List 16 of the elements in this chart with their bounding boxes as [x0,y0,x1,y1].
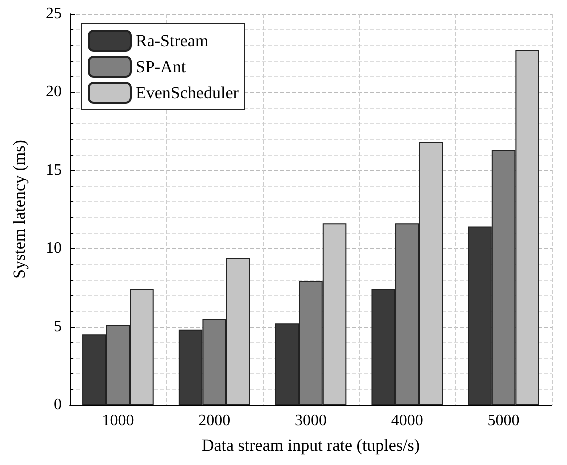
y-tick-label: 10 [46,240,62,258]
y-tick-label: 25 [46,6,62,22]
x-tick-label: 4000 [391,412,424,430]
x-tick-label: 1000 [102,412,134,430]
x-axis-title: Data stream input rate (tuples/s) [202,436,420,455]
y-tick-label: 5 [54,318,62,336]
legend-label: EvenScheduler [136,84,240,102]
y-tick-label: 0 [54,396,62,414]
y-axis-title: System latency (ms) [10,140,29,279]
x-tick-label: 3000 [295,412,327,430]
y-tick-label: 15 [46,162,62,179]
legend-label: Ra-Stream [136,32,209,50]
legend-label: SP-Ant [136,58,186,76]
x-tick-label: 2000 [198,412,231,430]
y-tick-label: 20 [46,84,62,101]
x-tick-label: 5000 [488,412,520,430]
